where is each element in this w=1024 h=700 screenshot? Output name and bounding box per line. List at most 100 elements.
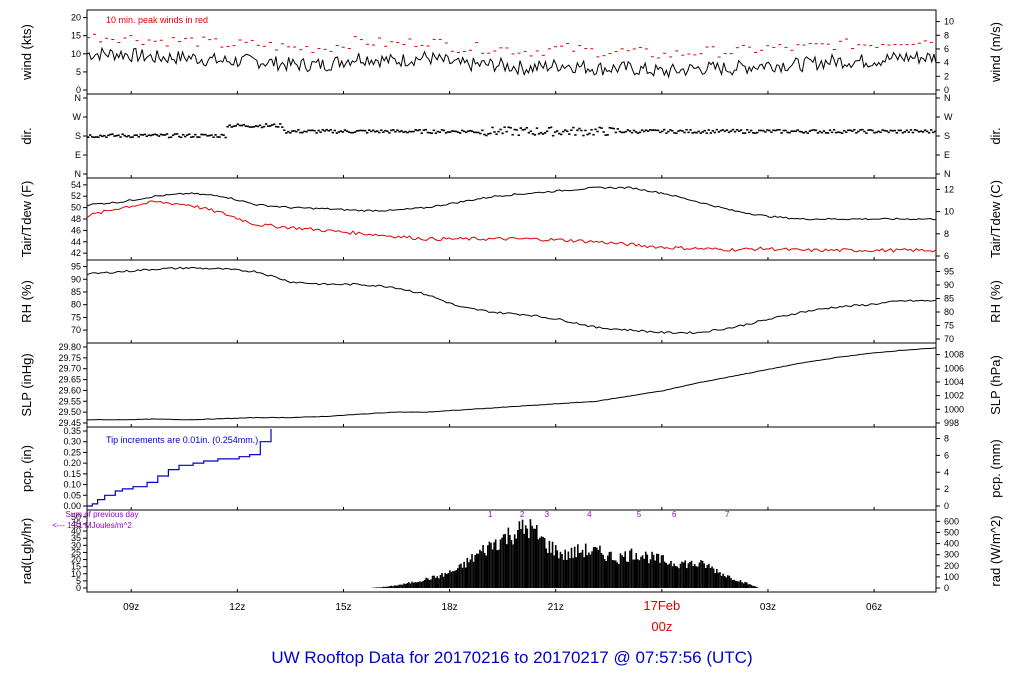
point-dir <box>901 131 905 134</box>
point-dir <box>341 131 345 133</box>
ylabel-right-dir: dir. <box>988 127 1003 144</box>
ylabel-right-wind: wind (m/s) <box>988 22 1003 83</box>
point-dir <box>903 131 907 133</box>
point-dir <box>889 129 892 132</box>
point-dir <box>262 125 266 128</box>
point-dir <box>446 131 450 133</box>
point-dir <box>849 129 852 132</box>
point-dir <box>422 129 425 132</box>
ylabel-right-temp: Tair/Tdew (C) <box>988 180 1003 258</box>
point-dir <box>529 130 533 133</box>
point-dir <box>857 130 860 133</box>
ytick-label-rad: 50 <box>71 512 81 522</box>
point-dir <box>491 126 494 129</box>
point-dir <box>230 126 233 128</box>
point-dir <box>123 134 126 137</box>
ytick-label-temp: 44 <box>71 237 81 247</box>
ytick-label-dir: E <box>75 150 81 160</box>
point-dir <box>234 125 237 127</box>
point-dir <box>594 128 597 131</box>
point-dir <box>915 129 919 132</box>
ytick-right-label-rh: 85 <box>944 294 954 304</box>
point-dir <box>820 131 824 134</box>
point-dir <box>735 128 739 131</box>
rad-marker: 5 <box>637 510 642 519</box>
xtick-label: 21z <box>548 602 564 613</box>
point-dir <box>291 130 294 132</box>
point-dir <box>527 131 531 134</box>
point-dir <box>309 129 312 132</box>
ytick-right-label-pcp: 2 <box>944 484 949 494</box>
point-dir <box>299 131 302 134</box>
point-dir <box>521 129 525 131</box>
point-dir <box>509 127 512 129</box>
point-dir <box>691 132 694 134</box>
point-dir <box>703 129 706 132</box>
point-dir <box>436 130 440 133</box>
point-dir <box>487 133 490 135</box>
xtick-label: 18z <box>442 602 458 613</box>
point-dir <box>398 130 401 133</box>
point-dir <box>790 130 793 132</box>
point-dir <box>667 130 670 133</box>
point-dir <box>452 130 456 133</box>
point-dir <box>564 129 567 131</box>
ylabel-dir: dir. <box>19 127 34 144</box>
point-dir <box>414 129 417 131</box>
ytick-label-slp: 29.50 <box>58 407 81 417</box>
point-dir <box>568 133 571 135</box>
point-dir <box>644 129 648 132</box>
ytick-label-pcp: 0.30 <box>63 437 81 447</box>
point-dir <box>87 136 90 138</box>
point-dir <box>378 131 381 134</box>
point-dir <box>103 134 106 137</box>
point-dir <box>337 131 341 133</box>
point-dir <box>772 129 775 132</box>
ytick-right-label-rad: 0 <box>944 583 949 593</box>
point-dir <box>424 128 427 131</box>
point-dir <box>121 133 124 136</box>
point-dir <box>105 136 108 139</box>
point-dir <box>390 129 393 132</box>
series-rh <box>86 266 937 335</box>
point-dir <box>907 131 911 134</box>
point-dir <box>432 129 436 132</box>
point-dir <box>584 129 587 132</box>
ytick-label-dir: S <box>75 131 81 141</box>
point-dir <box>444 132 448 134</box>
ytick-right-label-rh: 90 <box>944 280 954 290</box>
point-dir <box>683 131 686 134</box>
point-dir <box>655 129 658 132</box>
ytick-label-wind: 0 <box>76 85 81 95</box>
point-dir <box>845 131 848 134</box>
point-dir <box>252 125 256 128</box>
series-wind-direction <box>87 123 937 139</box>
point-dir <box>721 129 725 131</box>
point-dir <box>501 132 504 135</box>
point-dir <box>796 129 799 131</box>
ytick-right-label-dir: E <box>944 150 950 160</box>
point-dir <box>396 129 399 132</box>
ytick-label-dir: N <box>75 93 82 103</box>
point-dir <box>339 130 343 132</box>
panel-frame-rh <box>86 259 937 344</box>
rad-marker: 4 <box>587 510 592 519</box>
point-dir <box>458 132 462 134</box>
point-dir <box>505 130 508 133</box>
point-dir <box>394 130 397 133</box>
ytick-label-rad: 5 <box>76 576 81 586</box>
point-dir <box>614 131 617 134</box>
point-dir <box>420 132 423 134</box>
point-dir <box>612 127 615 130</box>
point-dir <box>537 133 541 135</box>
point-dir <box>580 129 583 132</box>
point-dir <box>355 130 359 132</box>
point-dir <box>281 126 284 128</box>
point-dir <box>228 124 231 126</box>
point-dir <box>879 131 882 134</box>
ytick-label-rh: 70 <box>71 325 81 335</box>
ytick-right-label-slp: 1002 <box>944 391 964 401</box>
point-dir <box>351 131 355 134</box>
point-dir <box>131 136 134 138</box>
point-dir <box>620 131 624 134</box>
